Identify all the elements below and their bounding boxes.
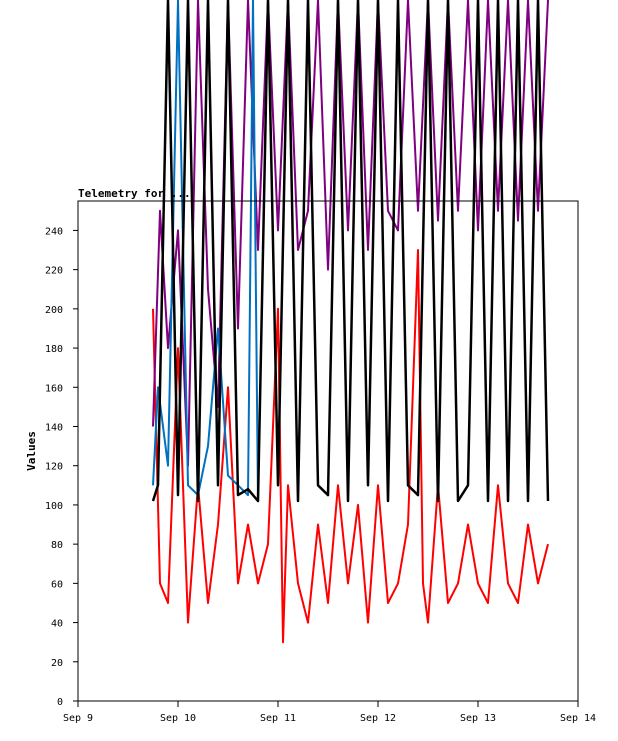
y-tick-label: 60 [51,579,63,590]
y-tick-label: 0 [57,697,63,708]
y-axis-title: Values [25,431,38,471]
y-tick-label: 220 [45,266,63,277]
x-tick-label: Sep 14 [560,713,596,724]
y-tick-label: 80 [51,540,63,551]
series-line-3 [152,0,259,502]
y-tick-label: 240 [45,226,63,237]
y-tick-label: 120 [45,462,63,473]
y-tick-label: 200 [45,305,63,316]
y-tick-label: 180 [45,344,63,355]
series-line-1 [152,249,549,644]
x-tick-label: Sep 12 [360,713,396,724]
series-layer [151,0,550,644]
y-tick-label: 20 [51,658,63,669]
x-tick-label: Sep 10 [160,713,196,724]
y-axis: 0 20 40 60 80 100 120 140 160 180 200 220 240 [45,226,78,708]
x-tick-label: Sep 9 [63,713,93,724]
plot-frame [77,200,579,702]
y-tick-label: 160 [45,383,63,394]
x-tick-label: Sep 11 [260,713,296,724]
y-tick-label: 40 [51,619,63,630]
x-axis: Sep 9 Sep 10 Sep 11 Sep 12 Sep 13 Sep 14 [63,701,596,724]
y-tick-label: 100 [45,501,63,512]
x-tick-label: Sep 13 [460,713,496,724]
y-tick-label: 140 [45,422,63,433]
series-line-4 [151,0,550,503]
chart-title: Telemetry for ... [78,187,191,200]
